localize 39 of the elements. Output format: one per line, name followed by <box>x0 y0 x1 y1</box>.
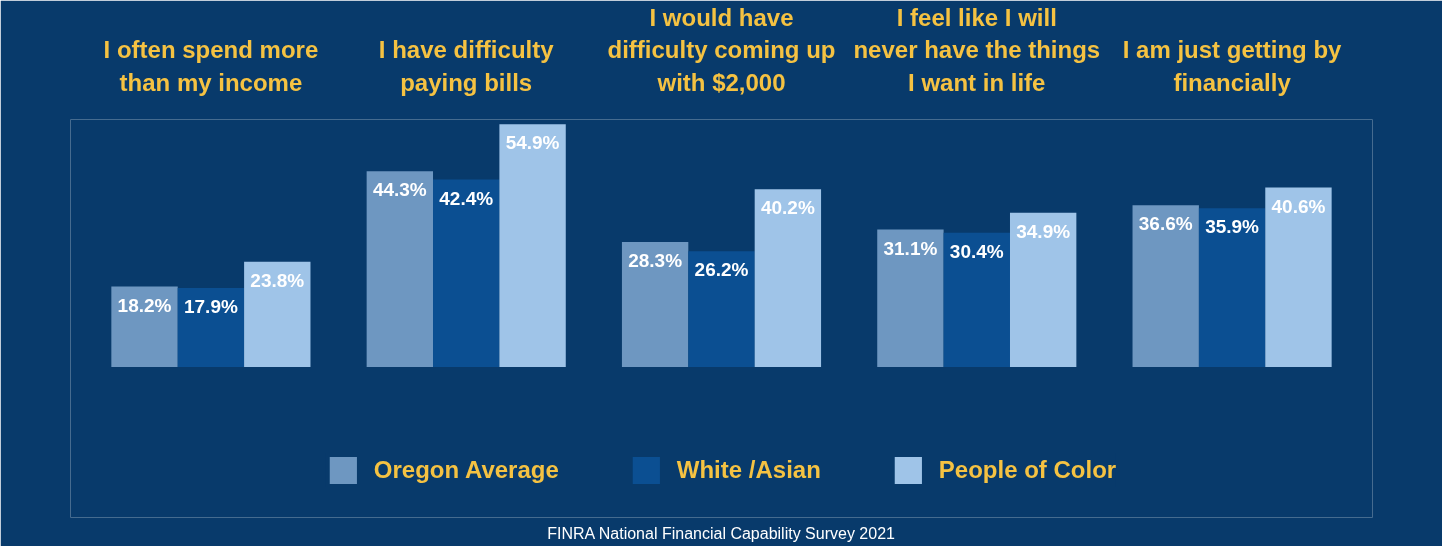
data-label: 44.3% <box>372 179 427 201</box>
bar <box>754 189 822 368</box>
x-tick-label: I am just getting by financially <box>1122 36 1343 96</box>
bar <box>943 232 1010 368</box>
data-label: 34.9% <box>1016 220 1071 242</box>
data-label: 54.9% <box>505 132 560 154</box>
data-label: 26.2% <box>694 259 749 281</box>
data-label: 40.6% <box>1271 195 1326 217</box>
bar <box>688 251 755 368</box>
bar <box>244 261 311 368</box>
data-label: 17.9% <box>183 295 238 317</box>
data-label: 35.9% <box>1205 216 1260 238</box>
data-label: 28.3% <box>628 249 683 271</box>
x-tick-label: I have difficulty paying bills <box>378 36 555 96</box>
bar <box>111 286 178 368</box>
data-label: 30.4% <box>949 240 1004 262</box>
legend-label: People of Color <box>938 456 1117 484</box>
bar <box>1009 212 1077 368</box>
data-label: 23.8% <box>250 269 305 291</box>
data-label: 42.4% <box>439 187 494 209</box>
data-label: 40.2% <box>760 197 815 219</box>
data-label: 18.2% <box>117 294 172 316</box>
x-tick-label: I feel like I will never have the things I want in life <box>853 3 1101 96</box>
legend-label: White /Asian <box>676 456 821 484</box>
bar <box>1198 208 1266 368</box>
bar <box>366 171 434 368</box>
data-label: 36.6% <box>1138 213 1193 235</box>
bar <box>499 124 566 368</box>
data-label: 31.1% <box>883 237 938 259</box>
bar <box>1132 205 1199 368</box>
x-tick-label: I often spend more than my income <box>103 36 319 96</box>
text: FINRA National Financial Capability Survey 2021 <box>547 524 896 542</box>
bar <box>621 241 689 368</box>
bar <box>177 287 245 368</box>
legend-label: Oregon Average <box>373 456 559 484</box>
x-tick-label: I would have difficulty coming up with $2,000 <box>607 3 836 96</box>
bar <box>1265 187 1332 368</box>
bar <box>877 229 944 368</box>
bar <box>433 179 500 368</box>
